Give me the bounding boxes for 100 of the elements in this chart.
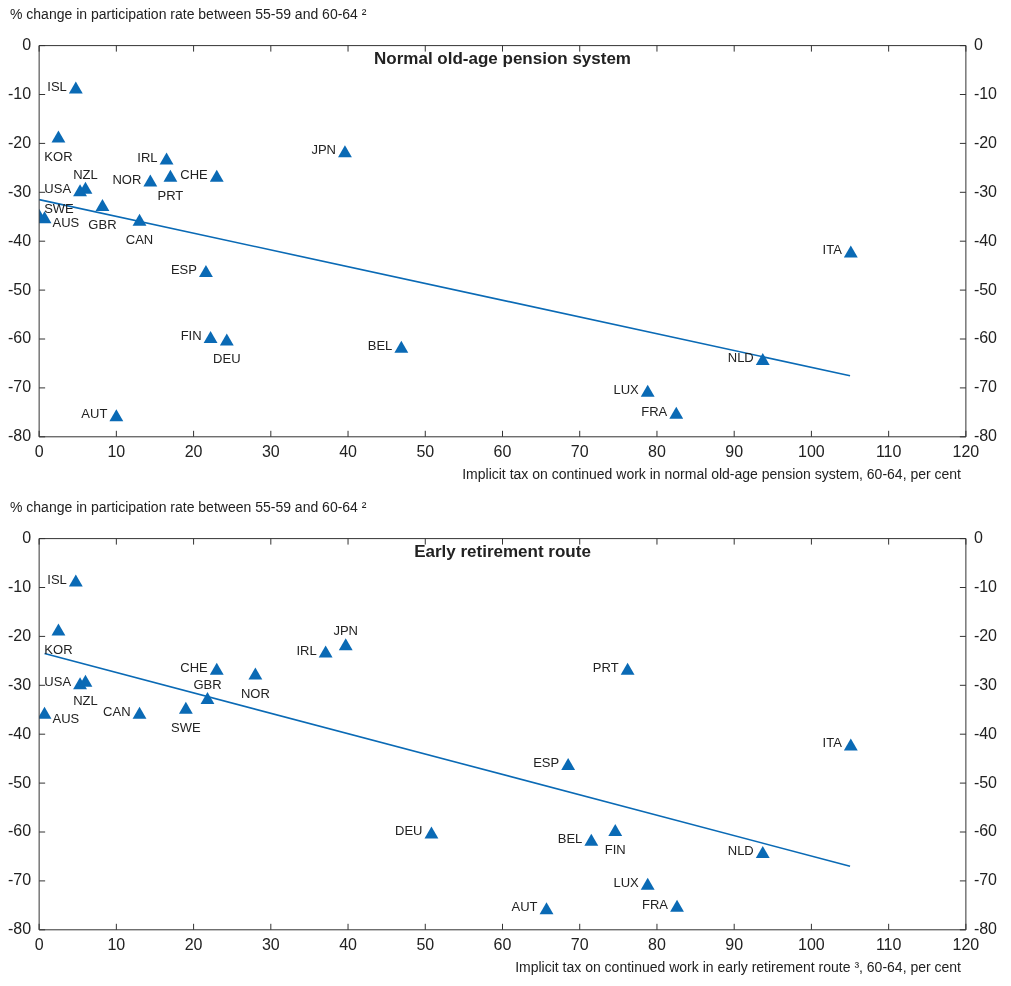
annotation: NLD xyxy=(727,350,754,366)
x-tick-label: 100 xyxy=(798,935,825,953)
y-tick-label: -60 xyxy=(8,822,32,840)
y-tick-label: -70 xyxy=(8,871,32,889)
y2-tick-label: -20 xyxy=(973,626,998,644)
y2-tick-label: -20 xyxy=(973,133,998,151)
annotation: BEL xyxy=(557,830,583,846)
x-axis-title: Implicit tax on continued work in early retirement route ³, 60-64, per cent xyxy=(515,959,961,975)
point xyxy=(670,899,684,912)
point xyxy=(755,846,770,859)
x-tick-label: 50 xyxy=(416,935,435,953)
chart-title: Early retirement route xyxy=(414,541,591,561)
annotation: ISL xyxy=(47,78,67,94)
y2-tick-label: -10 xyxy=(973,577,998,595)
y-tick-label: -40 xyxy=(8,231,32,249)
point xyxy=(132,706,147,719)
point xyxy=(394,340,409,353)
y-tick-label: -30 xyxy=(8,182,32,200)
annotation: NZL xyxy=(73,166,98,182)
annotation: GBR xyxy=(88,216,117,232)
point xyxy=(219,333,234,346)
point xyxy=(143,174,158,187)
point xyxy=(338,145,352,158)
annotation: NZL xyxy=(73,692,98,708)
annotation: USA xyxy=(44,674,72,690)
x-tick-label: 10 xyxy=(107,935,126,953)
annotation: AUS xyxy=(52,215,80,231)
annotation: NLD xyxy=(727,843,754,859)
x-tick-label: 120 xyxy=(952,442,980,460)
annotation: ISL xyxy=(47,571,67,587)
y-tick-label: -80 xyxy=(8,427,32,445)
point xyxy=(68,81,83,94)
x-tick-label: 100 xyxy=(798,442,825,460)
y-tick-label: -20 xyxy=(8,133,32,151)
annotation: PRT xyxy=(592,659,619,675)
y-tick-label: -70 xyxy=(8,378,32,396)
annotation: SWE xyxy=(171,719,201,735)
point xyxy=(51,130,66,143)
y2-tick-label: -30 xyxy=(973,182,998,200)
y2-tick-label: -40 xyxy=(973,724,998,742)
x-tick-label: 60 xyxy=(493,442,512,460)
annotation: PRT xyxy=(157,187,184,203)
x-tick-label: 60 xyxy=(493,935,512,953)
annotation: GBR xyxy=(193,676,222,692)
point xyxy=(95,198,110,211)
annotation: IRL xyxy=(137,149,158,165)
point xyxy=(640,877,655,890)
y-tick-label: -20 xyxy=(8,626,32,644)
point xyxy=(318,645,333,658)
annotation: CHE xyxy=(180,166,209,182)
point xyxy=(209,662,224,675)
annotation: CHE xyxy=(180,659,209,675)
annotation: JPN xyxy=(311,142,336,158)
annotation: AUT xyxy=(81,406,108,422)
point xyxy=(755,353,770,366)
annotation: ITA xyxy=(822,735,843,751)
annotation: AUT xyxy=(511,899,538,915)
point xyxy=(843,738,858,751)
annotation: JPN xyxy=(333,623,359,639)
y2-tick-label: -60 xyxy=(973,329,998,347)
y-axis-title: % change in participation rate between 55-59 and 60-64 ² xyxy=(10,6,367,22)
y2-tick-label: -50 xyxy=(973,773,998,791)
y2-tick-label: -30 xyxy=(973,675,998,693)
point xyxy=(178,701,193,714)
annotation: USA xyxy=(44,181,72,197)
annotation: FRA xyxy=(642,896,669,912)
y-tick-label: 0 xyxy=(22,529,32,547)
x-tick-label: 20 xyxy=(184,442,203,460)
y2-tick-label: 0 xyxy=(973,36,983,54)
annotation: CAN xyxy=(125,231,154,247)
y2-tick-label: -40 xyxy=(973,231,998,249)
x-tick-label: 110 xyxy=(875,935,902,953)
point xyxy=(338,638,353,651)
x-tick-label: 0 xyxy=(34,935,44,953)
point xyxy=(843,245,858,258)
x-tick-label: 110 xyxy=(875,442,902,460)
x-tick-label: 10 xyxy=(107,442,126,460)
x-tick-label: 40 xyxy=(339,442,358,460)
point xyxy=(199,264,213,277)
annotation: DEU xyxy=(395,823,423,839)
x-tick-label: 50 xyxy=(416,442,435,460)
x-tick-label: 80 xyxy=(648,442,666,460)
y-tick-label: -50 xyxy=(8,280,32,298)
annotation: LUX xyxy=(613,874,640,890)
annotation: FRA xyxy=(641,403,668,419)
annotation: IRL xyxy=(296,642,317,658)
x-tick-label: 90 xyxy=(725,935,744,953)
point xyxy=(539,902,554,915)
x-tick-label: 120 xyxy=(952,935,980,953)
chart-title: Normal old-age pension system xyxy=(374,48,631,68)
point xyxy=(209,169,224,182)
point xyxy=(620,662,635,675)
point xyxy=(561,757,576,770)
y2-tick-label: -70 xyxy=(973,378,998,396)
x-tick-label: 90 xyxy=(725,442,744,460)
y2-tick-label: -60 xyxy=(973,822,998,840)
annotation: SWE xyxy=(44,200,75,216)
point xyxy=(669,406,684,419)
annotation: FIN xyxy=(180,328,202,343)
y2-tick-label: -10 xyxy=(973,84,998,102)
